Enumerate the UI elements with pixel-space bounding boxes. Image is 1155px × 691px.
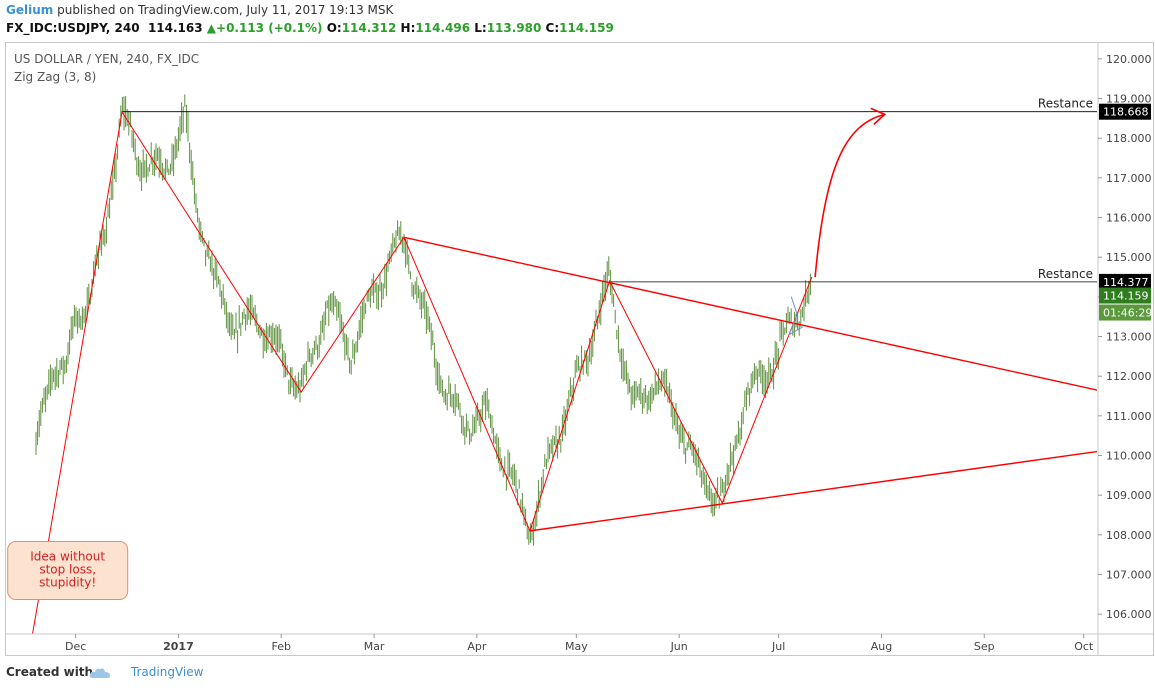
up-triangle-icon: ▲	[206, 21, 217, 35]
low-value: 113.980	[486, 21, 542, 35]
y-tick-label: 108.000	[1106, 529, 1152, 542]
resistance-bottom-tag-bg	[1099, 273, 1151, 290]
symbol-title: US DOLLAR / YEN, 240, FX_IDC	[14, 52, 200, 66]
high-label: H:	[400, 21, 416, 35]
countdown-tag: 01:46:29	[1099, 304, 1152, 321]
tradingview-cloud-icon	[89, 668, 110, 678]
current-price-tag-bg	[1099, 287, 1151, 304]
arrow-head	[870, 107, 887, 125]
x-tick-label: Oct	[1074, 640, 1094, 653]
note-box	[7, 541, 129, 601]
resistance-bottom-tag-text: 114.377	[1103, 276, 1149, 289]
close-value: 114.159	[559, 21, 614, 35]
axes: Restance Restance 106.000 107.000 108.000 109…	[6, 43, 1154, 656]
close-label: C:	[545, 21, 560, 35]
y-tick-label: 106.000	[1106, 608, 1152, 621]
author-link[interactable]: Gelium	[6, 3, 54, 17]
open-value: 114.312	[341, 21, 397, 35]
publish-line: Gelium published on TradingView.com, Jul…	[6, 3, 393, 17]
x-tick-label: Jun	[670, 640, 688, 653]
resistance-bottom-tag: 114.377	[1099, 273, 1151, 290]
price-bars	[35, 94, 811, 546]
forecast-arrow	[814, 113, 885, 278]
current-price-tag-text: 114.159	[1103, 290, 1149, 303]
x-tick-label: Apr	[467, 640, 487, 653]
y-tick-label: 109.000	[1106, 489, 1152, 502]
publish-info: published on TradingView.com, July 11, 2…	[57, 3, 394, 17]
footer: Created with TradingView	[6, 665, 203, 679]
x-tick-label: May	[565, 640, 588, 653]
pennant-pattern	[788, 296, 804, 336]
note-line: stop loss,	[39, 563, 96, 577]
x-tick-label: Jul	[771, 640, 785, 653]
low-label: L:	[474, 21, 487, 35]
y-tick-label: 115.000	[1106, 251, 1152, 264]
price-change: +0.113 (+0.1%)	[216, 21, 323, 35]
zigzag-line	[32, 110, 813, 634]
y-tick-label: 110.000	[1106, 450, 1152, 463]
resistance-top-tag-bg	[1099, 103, 1151, 120]
resistance-top-tag-text: 118.668	[1103, 106, 1149, 119]
y-tick-label: 117.000	[1106, 172, 1152, 185]
ticker-label: FX_IDC:USDJPY, 240	[6, 21, 140, 35]
tradingview-link[interactable]: TradingView	[130, 665, 204, 679]
x-tick-label: Dec	[65, 640, 86, 653]
resistance-label: Restance	[1038, 267, 1093, 281]
x-tick-label: Sep	[974, 640, 995, 653]
y-tick-label: 119.000	[1106, 93, 1152, 106]
countdown-tag-text: 01:46:29	[1103, 307, 1152, 320]
y-tick-label: 107.000	[1106, 569, 1152, 582]
note-line: stupidity!	[39, 576, 96, 590]
resistance-label: Restance	[1038, 97, 1093, 111]
y-tick-label: 116.000	[1106, 212, 1152, 225]
trend-line	[403, 236, 1097, 391]
drawing-lines	[32, 107, 1097, 634]
trend-line	[529, 450, 1097, 532]
y-tick-label: 113.000	[1106, 331, 1152, 344]
y-tick-label: 120.000	[1106, 53, 1152, 66]
last-price: 114.163	[147, 21, 203, 35]
current-price-tag: 114.159	[1099, 287, 1151, 304]
x-tick-label: Mar	[364, 640, 385, 653]
open-label: O:	[326, 21, 342, 35]
ohlc-line: FX_IDC:USDJPY, 240 114.163 ▲+0.113 (+0.1…	[6, 21, 614, 35]
chart-frame	[5, 42, 1154, 656]
y-tick-label: 112.000	[1106, 370, 1152, 383]
created-with-label: Created with	[6, 665, 94, 679]
y-tick-label: 118.000	[1106, 132, 1152, 145]
x-tick-label: Aug	[871, 640, 892, 653]
high-value: 114.496	[415, 21, 471, 35]
y-tick-label: 111.000	[1106, 410, 1152, 423]
x-tick-label: Feb	[271, 640, 290, 653]
candlestick-series	[35, 94, 811, 546]
note-line: Idea without	[30, 550, 105, 564]
countdown-tag-bg	[1099, 304, 1151, 321]
x-tick-label: 2017	[163, 640, 194, 653]
indicator-label: Zig Zag (3, 8)	[14, 70, 97, 84]
resistance-top-tag: 118.668	[1099, 103, 1151, 120]
